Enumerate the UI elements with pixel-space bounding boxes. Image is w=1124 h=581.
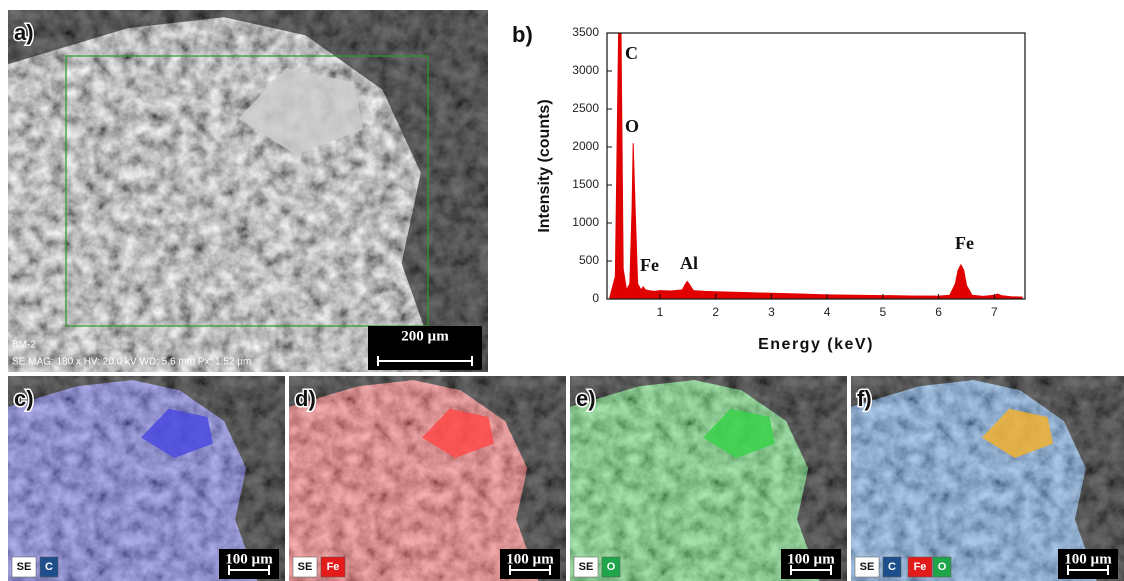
- y-tick-label: 3000: [572, 63, 599, 77]
- element-tag-label: O: [938, 561, 947, 573]
- element-tag-label: SE: [298, 561, 313, 573]
- element-tag-label: SE: [579, 561, 594, 573]
- panel-label: a): [14, 20, 34, 45]
- peak-label: O: [625, 116, 639, 136]
- panel-label: e): [576, 386, 596, 411]
- figure: a) BM-2 SE MAG: 180 x HV: 20.0 kV WD: 5.6 …: [0, 0, 1124, 581]
- y-tick-label: 2500: [572, 101, 599, 115]
- y-tick-label: 500: [579, 253, 599, 267]
- element-tag-label: SE: [860, 561, 875, 573]
- sample-name: BM-2: [12, 340, 36, 351]
- element-tag-label: Fe: [327, 561, 340, 573]
- sem-panel: a) BM-2 SE MAG: 180 x HV: 20.0 kV WD: 5.6 …: [8, 10, 488, 372]
- y-tick-label: 0: [592, 291, 599, 305]
- element-tag-label: C: [888, 561, 896, 573]
- image: [8, 10, 488, 372]
- x-tick-label: 3: [768, 305, 775, 319]
- chart: 0 500 1000 1500 2000 2500 3000 3500 1 2 3 4 5 6 7 Energ…: [536, 25, 1025, 353]
- scale-bar-label: 200 µm: [401, 328, 449, 344]
- y-tick-label: 1500: [572, 177, 599, 191]
- panel-label: c): [14, 386, 34, 411]
- peak-label: Al: [680, 253, 698, 273]
- element-tag-label: SE: [17, 561, 32, 573]
- panel-label: d): [295, 386, 316, 411]
- plot-frame: [607, 33, 1025, 299]
- peak-label: Fe: [955, 233, 974, 253]
- y-tick-label: 2000: [572, 139, 599, 153]
- scale-bar-label: 100 µm: [787, 551, 835, 567]
- x-axis-title: Energy (keV): [758, 336, 874, 353]
- spectrum: [610, 25, 1022, 299]
- sem-panel: d) 100 µm SE Fe: [289, 376, 566, 581]
- y-tick-label: 3500: [572, 25, 599, 39]
- sem-panel: f) 100 µm SE C Fe O: [851, 376, 1124, 581]
- page: {"panels": [ {"label": "a)", "sample": "…: [0, 0, 1124, 581]
- scale-bar-label: 100 µm: [506, 551, 554, 567]
- x-tick-label: 6: [935, 305, 942, 319]
- x-tick-label: 1: [657, 305, 664, 319]
- element-tag-label: C: [45, 561, 53, 573]
- panel-label: b): [512, 22, 533, 47]
- element-tag-label: O: [607, 561, 616, 573]
- y-axis-title: Intensity (counts): [536, 99, 553, 232]
- scale-bar-label: 100 µm: [1064, 551, 1112, 567]
- sem-info: SE MAG: 180 x HV: 20.0 kV WD: 5.6 mm Px:…: [12, 357, 251, 368]
- sem-panel: e) 100 µm SE O: [570, 376, 847, 581]
- sem-panel: c) 100 µm SE C: [8, 376, 285, 581]
- peak-label: Fe: [640, 255, 659, 275]
- x-tick-label: 5: [880, 305, 887, 319]
- element-tag-label: Fe: [914, 561, 927, 573]
- panel-label: f): [857, 386, 872, 411]
- x-tick-label: 7: [991, 305, 998, 319]
- y-tick-label: 1000: [572, 215, 599, 229]
- x-tick-label: 2: [712, 305, 719, 319]
- scale-bar-label: 100 µm: [225, 551, 273, 567]
- peak-label: C: [625, 43, 638, 63]
- x-tick-label: 4: [824, 305, 831, 319]
